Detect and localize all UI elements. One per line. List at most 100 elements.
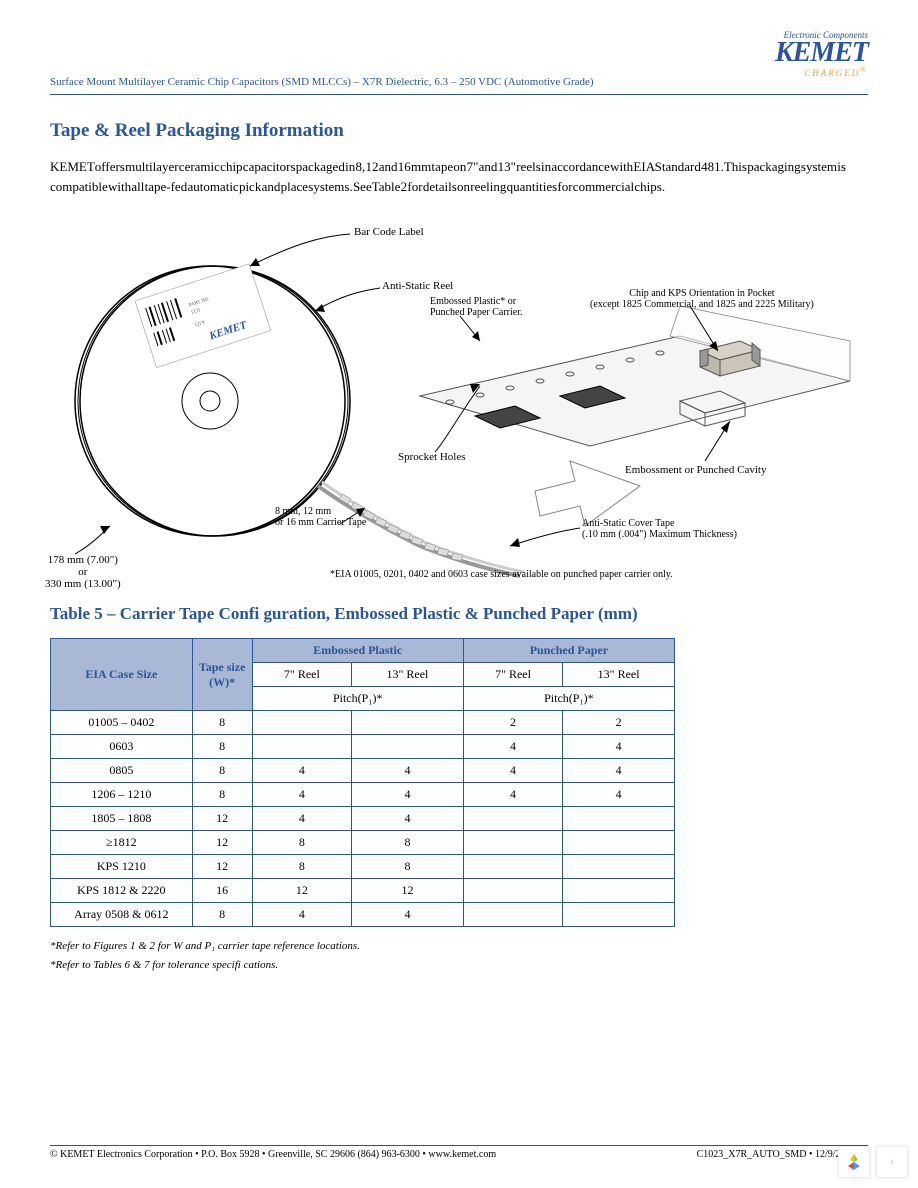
th-e-7reel: 7" Reel <box>252 663 351 687</box>
label-reel-dims: 178 mm (7.00") or 330 mm (13.00") <box>45 554 121 590</box>
table-row: 1206 – 121084444 <box>51 783 675 807</box>
th-e-pitch: Pitch(P₁)* <box>252 687 463 711</box>
cell <box>463 807 562 831</box>
label-carrier: Embossed Plastic* or Punched Paper Carri… <box>430 296 522 318</box>
cell <box>352 711 464 735</box>
cell <box>463 831 562 855</box>
cell <box>463 903 562 927</box>
table-row: ≥18121288 <box>51 831 675 855</box>
footnote-1: *Refer to Figures 1 & 2 for W and P₁ car… <box>50 937 868 956</box>
cell: 8 <box>192 903 252 927</box>
cell: 8 <box>192 759 252 783</box>
cell: 8 <box>192 783 252 807</box>
cell: 8 <box>352 855 464 879</box>
th-p-pitch: Pitch(P₁)* <box>463 687 674 711</box>
widget-next-icon[interactable]: › <box>876 1146 908 1178</box>
table-body: 01005 – 040282206038440805844441206 – 12… <box>51 711 675 927</box>
page: Surface Mount Multilayer Ceramic Chip Ca… <box>0 0 918 1188</box>
document-subtitle: Surface Mount Multilayer Ceramic Chip Ca… <box>50 76 594 88</box>
cell: 4 <box>563 759 675 783</box>
cell: KPS 1812 & 2220 <box>51 879 193 903</box>
label-antistatic-reel: Anti-Static Reel <box>382 280 453 292</box>
table-row: Array 0508 & 0612844 <box>51 903 675 927</box>
cell: 1206 – 1210 <box>51 783 193 807</box>
table-row: 080584444 <box>51 759 675 783</box>
cell: 8 <box>352 831 464 855</box>
cell: 8 <box>252 855 351 879</box>
cell: 4 <box>352 807 464 831</box>
label-barcode: Bar Code Label <box>354 226 424 238</box>
corner-widget: › <box>838 1146 908 1178</box>
cell <box>252 735 351 759</box>
cell: 4 <box>463 735 562 759</box>
cell <box>563 855 675 879</box>
table-row: KPS 12101288 <box>51 855 675 879</box>
th-embossed: Embossed Plastic <box>252 639 463 663</box>
cell: 16 <box>192 879 252 903</box>
cell: Array 0508 & 0612 <box>51 903 193 927</box>
diagram-footnote: *EIA 01005, 0201, 0402 and 0603 case siz… <box>330 569 673 580</box>
cell: 12 <box>192 855 252 879</box>
cell: 4 <box>463 783 562 807</box>
cell: 2 <box>463 711 562 735</box>
cell: 12 <box>192 807 252 831</box>
cell <box>563 831 675 855</box>
table-row: 06038 44 <box>51 735 675 759</box>
cell: 4 <box>563 735 675 759</box>
cell: KPS 1210 <box>51 855 193 879</box>
cell: 4 <box>352 783 464 807</box>
cell <box>352 735 464 759</box>
label-tape-size: 8 mm, 12 mm or 16 mm Carrier Tape <box>275 506 366 528</box>
cell: 4 <box>252 759 351 783</box>
cell <box>463 879 562 903</box>
cell: 8 <box>252 831 351 855</box>
cell: 0805 <box>51 759 193 783</box>
th-punched: Punched Paper <box>463 639 674 663</box>
cell: 4 <box>463 759 562 783</box>
footer-left: © KEMET Electronics Corporation • P.O. B… <box>50 1149 496 1160</box>
kemet-logo: Electronic Components KEMET CHARGED® <box>775 30 868 78</box>
carrier-tape-table: EIA Case Size Tape size (W)* Embossed Pl… <box>50 638 675 927</box>
table-row: KPS 1812 & 2220161212 <box>51 879 675 903</box>
table-heading: Table 5 – Carrier Tape Confi guration, E… <box>50 604 868 624</box>
cell: 8 <box>192 735 252 759</box>
cell <box>252 711 351 735</box>
intro-paragraph: KEMET offers multilayer ceramic chip cap… <box>50 157 868 196</box>
cell: 4 <box>252 807 351 831</box>
widget-logo-icon[interactable] <box>838 1146 870 1178</box>
th-tape-size: Tape size (W)* <box>192 639 252 711</box>
diagram-svg: PART NO LOT QTY KEMET <box>50 206 870 586</box>
table-row: 1805 – 18081244 <box>51 807 675 831</box>
logo-name: KEMET <box>775 40 868 65</box>
cell: 2 <box>563 711 675 735</box>
th-case-size: EIA Case Size <box>51 639 193 711</box>
cell: 0603 <box>51 735 193 759</box>
cell: 4 <box>252 783 351 807</box>
cell <box>563 807 675 831</box>
th-p-7reel: 7" Reel <box>463 663 562 687</box>
cell: 12 <box>192 831 252 855</box>
packaging-diagram: PART NO LOT QTY KEMET <box>50 206 868 586</box>
label-sprocket: Sprocket Holes <box>398 451 466 463</box>
cell: 01005 – 0402 <box>51 711 193 735</box>
table-row: 01005 – 04028 22 <box>51 711 675 735</box>
footnote-2: *Refer to Tables 6 & 7 for tolerance spe… <box>50 956 868 975</box>
section-heading: Tape & Reel Packaging Information <box>50 120 868 142</box>
cell <box>563 879 675 903</box>
label-cover-tape: Anti-Static Cover Tape (.10 mm (.004") M… <box>582 518 737 540</box>
cell: 4 <box>252 903 351 927</box>
page-footer: © KEMET Electronics Corporation • P.O. B… <box>50 1145 868 1160</box>
cell: ≥1812 <box>51 831 193 855</box>
page-header: Surface Mount Multilayer Ceramic Chip Ca… <box>50 30 868 95</box>
cell: 8 <box>192 711 252 735</box>
label-chip-orientation: Chip and KPS Orientation in Pocket (exce… <box>590 288 814 310</box>
cell: 1805 – 1808 <box>51 807 193 831</box>
cell: 4 <box>563 783 675 807</box>
cell: 12 <box>252 879 351 903</box>
th-e-13reel: 13" Reel <box>352 663 464 687</box>
cell <box>463 855 562 879</box>
cell: 4 <box>352 903 464 927</box>
table-footnotes: *Refer to Figures 1 & 2 for W and P₁ car… <box>50 937 868 974</box>
label-embossment: Embossment or Punched Cavity <box>625 464 766 476</box>
cell: 12 <box>352 879 464 903</box>
